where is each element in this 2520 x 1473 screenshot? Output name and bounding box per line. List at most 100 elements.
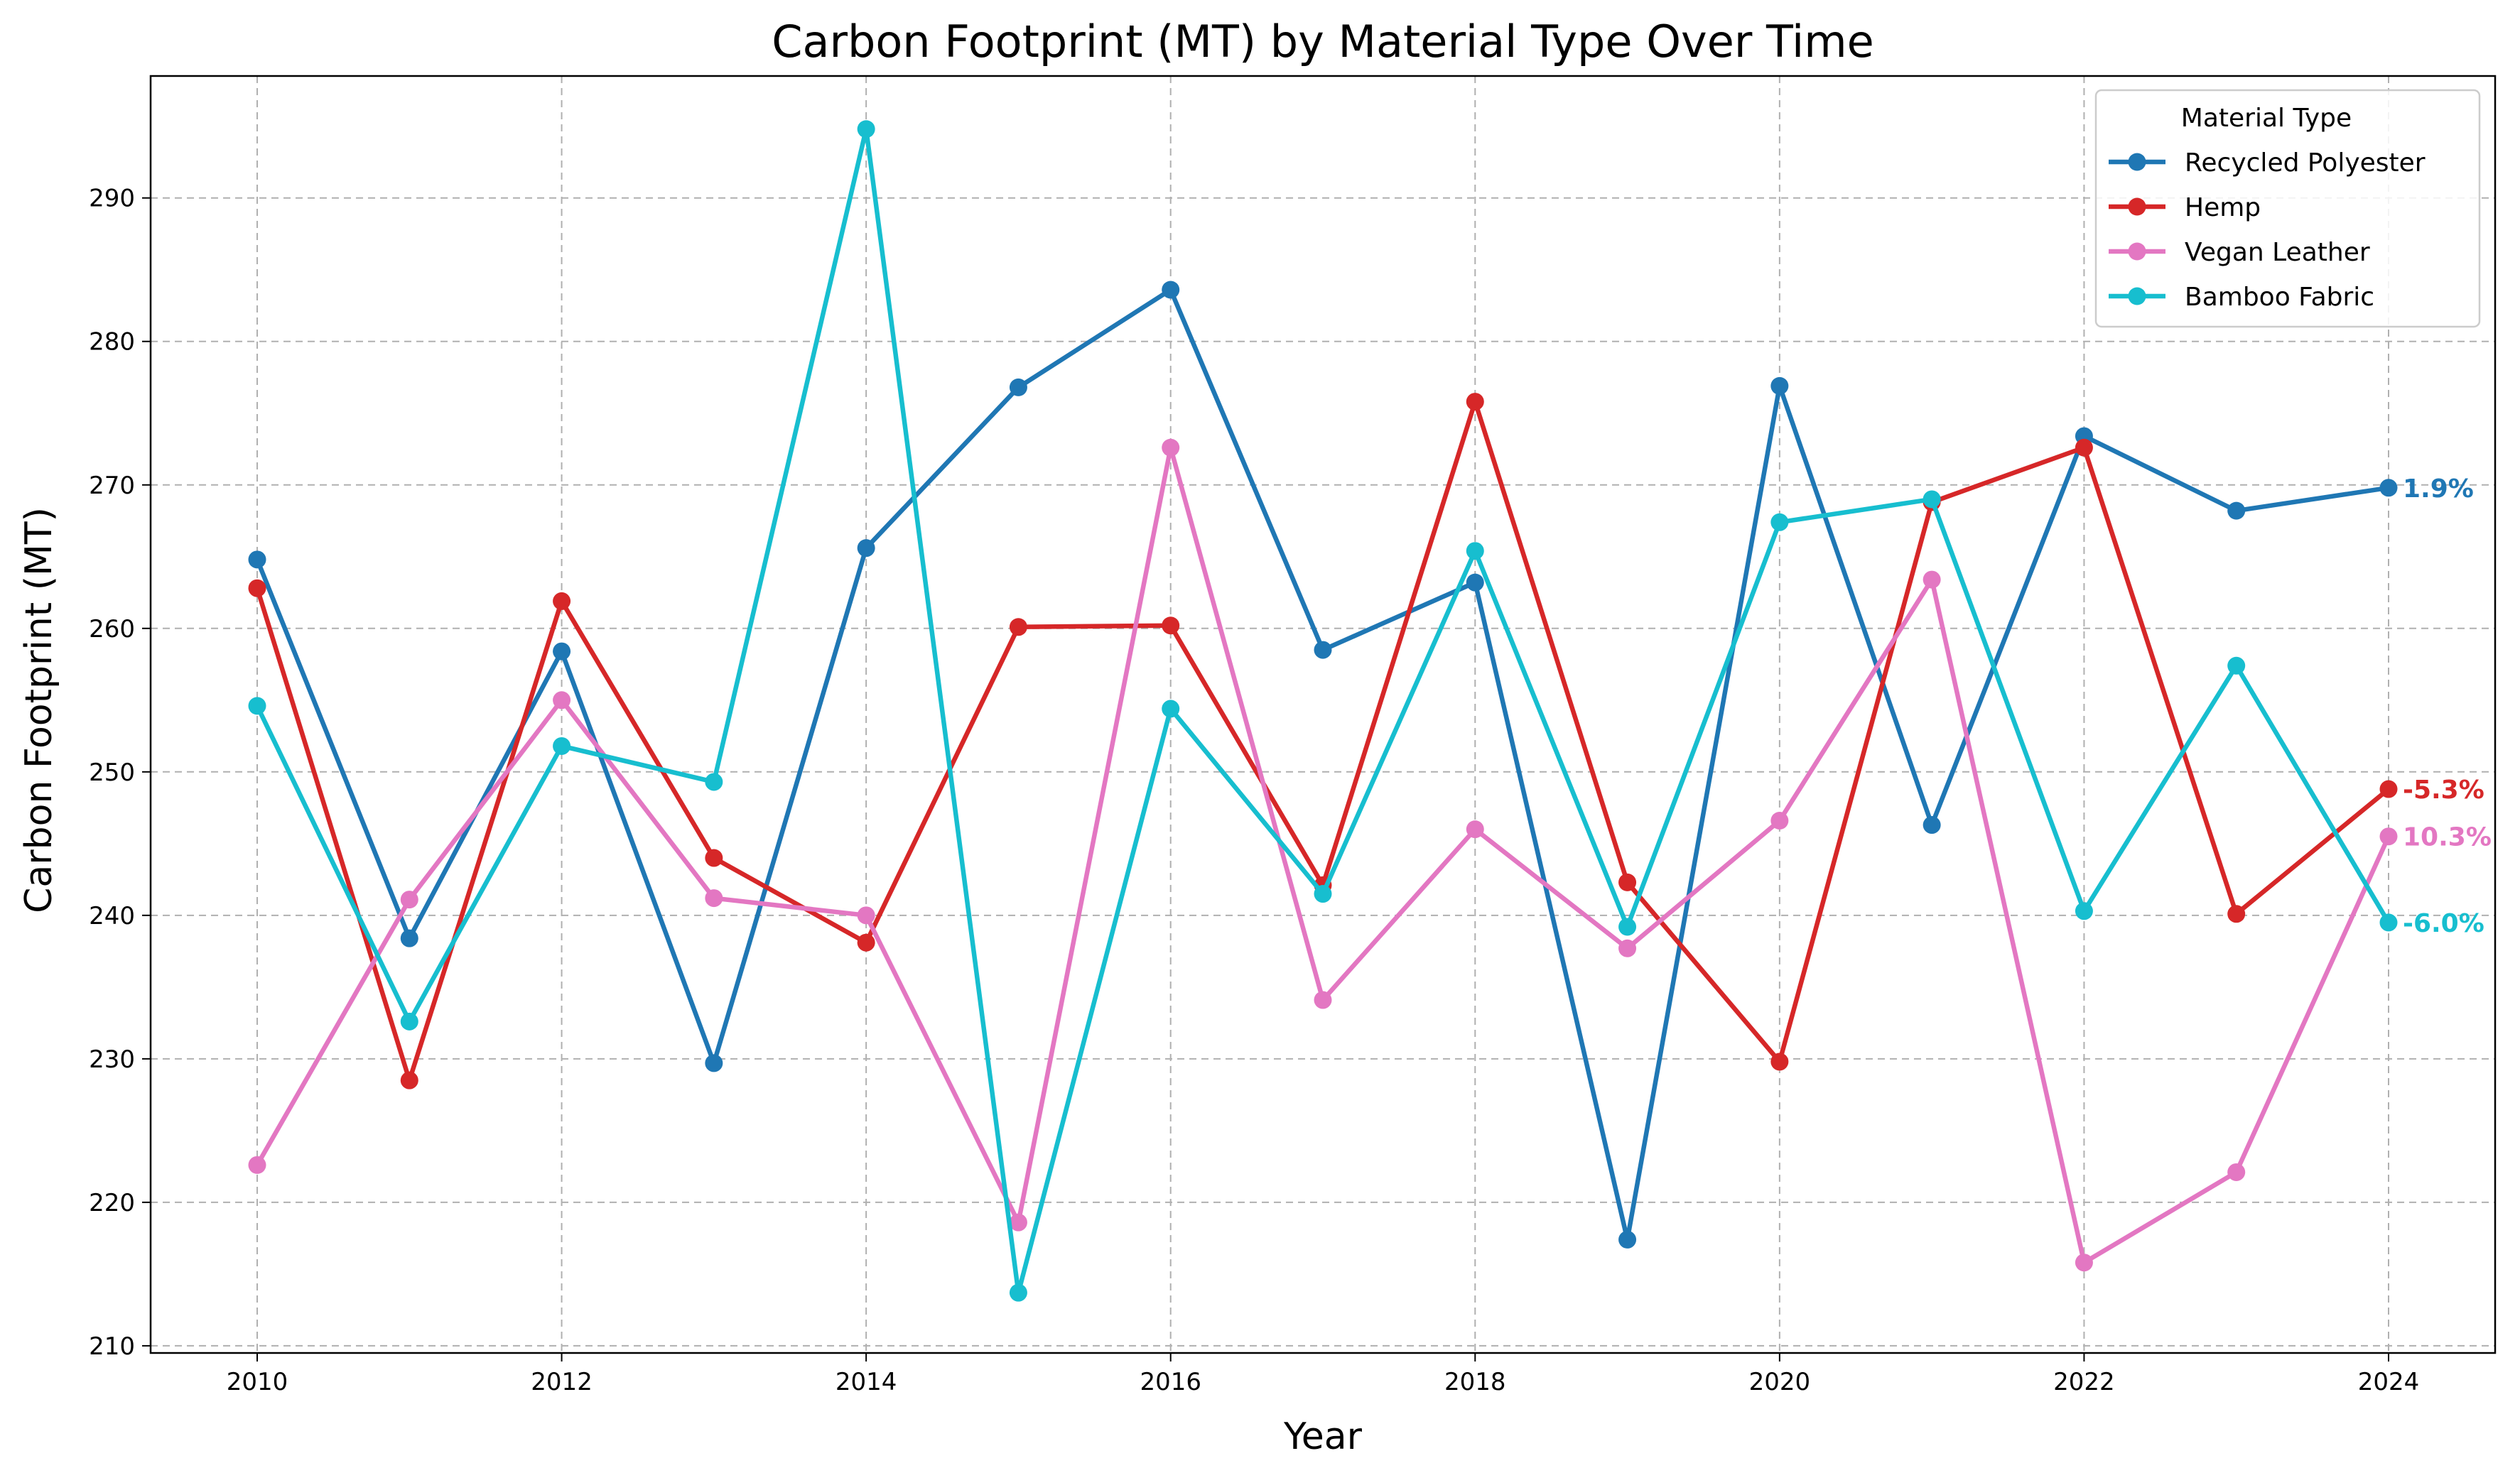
series-bamboo-fabric: -6.0%	[248, 120, 2484, 1302]
x-tick-label: 2012	[531, 1368, 593, 1396]
y-tick-label: 280	[89, 328, 135, 357]
y-tick-label: 260	[89, 615, 135, 643]
legend-swatch-marker	[2128, 197, 2146, 216]
data-point	[1466, 820, 1484, 839]
legend-label: Bamboo Fabric	[2185, 283, 2374, 312]
grid	[151, 76, 2495, 1353]
x-axis-title: Year	[1283, 1415, 1363, 1458]
data-point	[857, 933, 875, 952]
data-point	[1923, 490, 1941, 509]
data-point	[1466, 573, 1484, 592]
series-recycled-polyester: 1.9%	[248, 281, 2474, 1249]
series-vegan-leather: 10.3%	[248, 438, 2492, 1272]
data-point	[400, 929, 418, 947]
y-tick-label: 270	[89, 472, 135, 500]
legend-label: Vegan Leather	[2185, 238, 2370, 267]
data-point	[553, 736, 571, 755]
y-tick-label: 230	[89, 1045, 135, 1074]
data-point	[2379, 780, 2398, 798]
data-point	[705, 849, 723, 867]
data-point	[1162, 616, 1180, 635]
y-tick-label: 240	[89, 902, 135, 930]
data-point	[248, 697, 266, 715]
data-point	[857, 906, 875, 925]
y-axis-title: Carbon Footprint (MT)	[18, 507, 60, 913]
data-point	[1162, 281, 1180, 299]
data-point	[705, 773, 723, 791]
legend-swatch-marker	[2128, 287, 2146, 305]
data-point	[857, 120, 875, 138]
data-point	[857, 539, 875, 558]
y-tick-label: 290	[89, 185, 135, 213]
data-point	[1618, 1230, 1637, 1249]
data-point	[553, 691, 571, 710]
x-tick-label: 2020	[1749, 1368, 1811, 1396]
data-point	[553, 642, 571, 661]
data-point	[400, 891, 418, 909]
data-point	[2227, 905, 2246, 923]
data-point	[1923, 570, 1941, 589]
legend-swatch-marker	[2128, 242, 2146, 261]
chart-title: Carbon Footprint (MT) by Material Type O…	[772, 16, 1874, 67]
plot-frame	[149, 75, 2497, 1354]
data-point	[400, 1071, 418, 1089]
data-point	[400, 1012, 418, 1031]
data-point	[248, 579, 266, 597]
data-point	[1314, 885, 1332, 903]
axes: 2010 2012 2014 2016 2018 2020 2022 2024 210 220 23…	[89, 75, 2497, 1396]
data-point	[1009, 1283, 1027, 1302]
legend-title: Material Type	[2181, 104, 2352, 133]
data-point	[1770, 376, 1789, 395]
data-point	[1618, 873, 1637, 891]
y-tick-label: 210	[89, 1332, 135, 1361]
data-point	[2075, 438, 2093, 457]
legend-label: Recycled Polyester	[2185, 148, 2426, 178]
data-point	[2227, 656, 2246, 675]
data-point	[2227, 501, 2246, 520]
x-tick-label: 2010	[227, 1368, 288, 1396]
data-point	[1770, 513, 1789, 531]
data-point	[1162, 438, 1180, 457]
data-point	[1770, 1053, 1789, 1071]
data-point	[1009, 378, 1027, 396]
data-point	[1466, 393, 1484, 411]
legend-swatch-marker	[2128, 153, 2146, 171]
y-tick-label: 250	[89, 759, 135, 787]
legend: Material Type Recycled Polyester Hemp Vegan…	[2094, 89, 2481, 328]
x-tick-label: 2014	[836, 1368, 897, 1396]
data-point	[1314, 991, 1332, 1009]
data-point	[2379, 479, 2398, 497]
data-point	[2379, 827, 2398, 846]
x-tick-label: 2016	[1140, 1368, 1201, 1396]
data-point	[248, 550, 266, 569]
x-tick-label: 2024	[2358, 1368, 2420, 1396]
data-point	[553, 592, 571, 610]
end-change-label: -5.3%	[2403, 776, 2484, 805]
data-point	[705, 889, 723, 908]
series-layer: 1.9% -5.3% 10.3% -6.0%	[248, 120, 2492, 1302]
data-point	[1162, 700, 1180, 718]
data-point	[1770, 811, 1789, 830]
data-point	[1009, 1213, 1027, 1232]
data-point	[1314, 641, 1332, 659]
data-point	[2379, 913, 2398, 932]
data-point	[1923, 816, 1941, 835]
end-change-label: 1.9%	[2403, 474, 2474, 504]
data-point	[1618, 918, 1637, 936]
end-change-label: -6.0%	[2403, 909, 2484, 938]
data-point	[248, 1156, 266, 1174]
data-point	[1618, 939, 1637, 957]
data-point	[2075, 1254, 2093, 1272]
x-tick-label: 2022	[2053, 1368, 2115, 1396]
y-tick-label: 220	[89, 1189, 135, 1217]
data-point	[2075, 902, 2093, 920]
data-point	[2227, 1163, 2246, 1181]
x-tick-label: 2018	[1444, 1368, 1506, 1396]
data-point	[1466, 542, 1484, 560]
data-point	[1009, 618, 1027, 636]
data-point	[705, 1054, 723, 1072]
legend-label: Hemp	[2185, 193, 2261, 222]
end-change-label: 10.3%	[2403, 823, 2492, 852]
